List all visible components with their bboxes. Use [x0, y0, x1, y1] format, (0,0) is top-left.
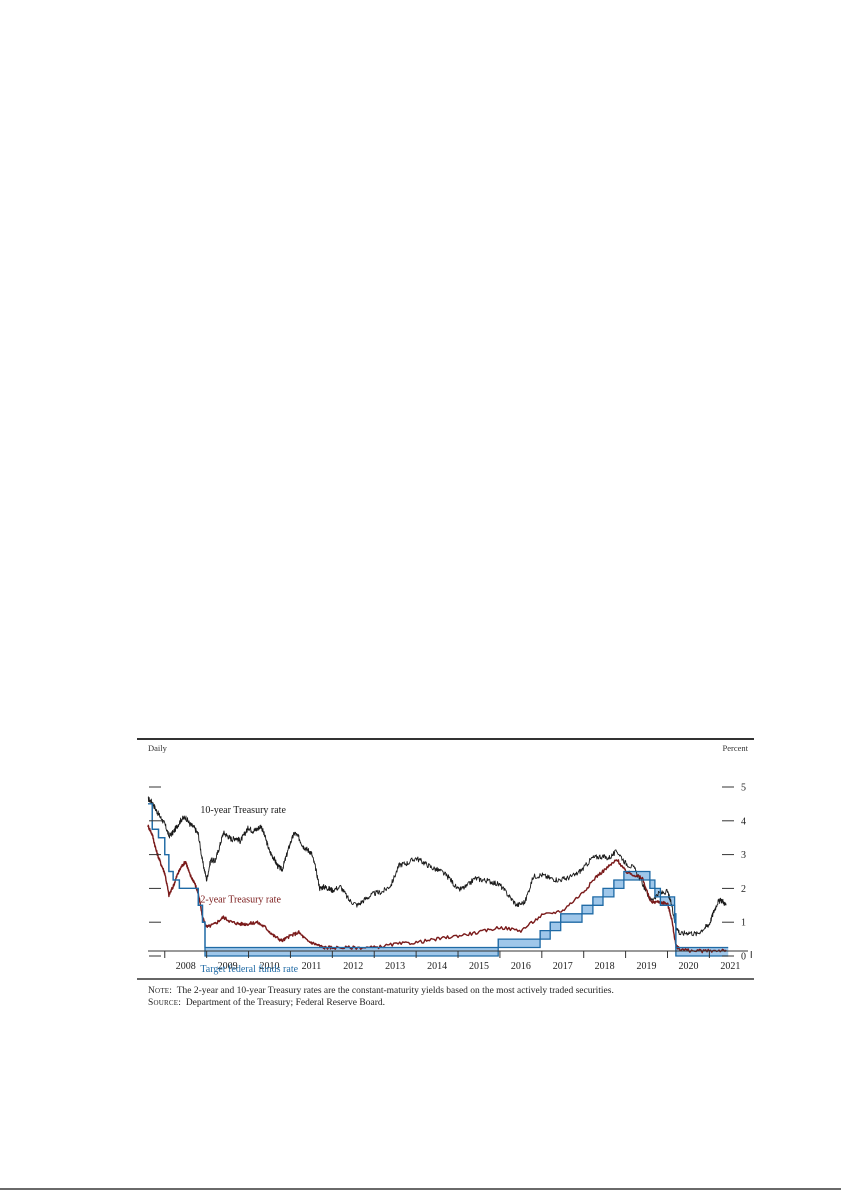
target-range-band-13 [560, 913, 583, 923]
annotation-1: 2-year Treasury rate [200, 895, 281, 906]
x-tick-label-2011: 2011 [302, 961, 322, 972]
unit-label: Percent [723, 743, 749, 753]
x-tick-label-2021: 2021 [720, 961, 740, 972]
x-tick-label-2019: 2019 [637, 961, 657, 972]
source-lead: Source: [148, 998, 182, 1008]
annotation-2: Target federal funds rate [200, 964, 298, 975]
target-range-band-14 [582, 905, 593, 914]
x-tick-label-2013: 2013 [385, 961, 405, 972]
y-tick-label-4: 4 [741, 816, 746, 827]
target-range-band-11 [540, 930, 551, 940]
series-line-ten-year [147, 796, 727, 937]
y-tick-label-2: 2 [741, 884, 746, 895]
source-text: Department of the Treasury; Federal Rese… [185, 998, 385, 1008]
axes [148, 786, 752, 958]
y-tick-label-0: 0 [741, 952, 746, 963]
y-tick-label-1: 1 [741, 918, 746, 929]
note-lead: Note: [148, 986, 173, 996]
x-tick-label-2020: 2020 [678, 961, 698, 972]
note-line: Note: The 2-year and 10-year Treasury ra… [148, 985, 768, 997]
target-range-band-10 [498, 939, 541, 948]
target-range-band-21 [660, 896, 675, 906]
x-tick-label-2009: 2009 [218, 961, 238, 972]
target-range-band-19 [649, 879, 655, 889]
target-range-band-12 [550, 922, 561, 931]
chart-notes: Note: The 2-year and 10-year Treasury ra… [148, 985, 768, 1009]
x-tick-label-2010: 2010 [259, 961, 279, 972]
target-range-band-15 [592, 896, 603, 906]
x-tick-label-2016: 2016 [511, 961, 531, 972]
frequency-label: Daily [148, 743, 168, 753]
chart-labels: 0 1 2 3 4 5 2008 2009 2010 2011 2012 2013 2014 2015 20… [176, 783, 746, 975]
series-line-two-year [147, 824, 727, 954]
x-tick-label-2018: 2018 [595, 961, 615, 972]
annotation-0: 10-year Treasury rate [200, 805, 286, 816]
series-lines [147, 796, 727, 954]
target-range-band-9 [204, 947, 499, 956]
note-text: The 2-year and 10-year Treasury rates ar… [176, 986, 614, 996]
x-tick-label-2008: 2008 [176, 961, 196, 972]
y-tick-label-5: 5 [741, 783, 746, 794]
x-tick-label-2014: 2014 [427, 961, 447, 972]
page-bottom-rule [0, 1188, 841, 1190]
target-range-outline [148, 803, 729, 957]
target-range-band-17 [613, 879, 624, 889]
x-tick-label-2015: 2015 [469, 961, 489, 972]
target-range-band-20 [654, 888, 661, 897]
target-range-band-16 [602, 888, 614, 897]
x-tick-label-2017: 2017 [553, 961, 573, 972]
x-tick-label-2012: 2012 [343, 961, 363, 972]
source-line: Source: Department of the Treasury; Fede… [148, 997, 768, 1009]
y-tick-label-3: 3 [741, 850, 746, 861]
target-range-lower-line [148, 803, 729, 957]
